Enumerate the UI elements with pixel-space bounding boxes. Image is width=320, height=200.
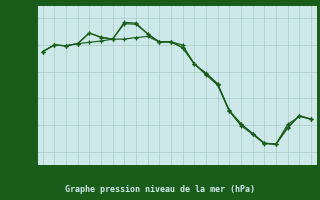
Text: Graphe pression niveau de la mer (hPa): Graphe pression niveau de la mer (hPa) — [65, 186, 255, 194]
